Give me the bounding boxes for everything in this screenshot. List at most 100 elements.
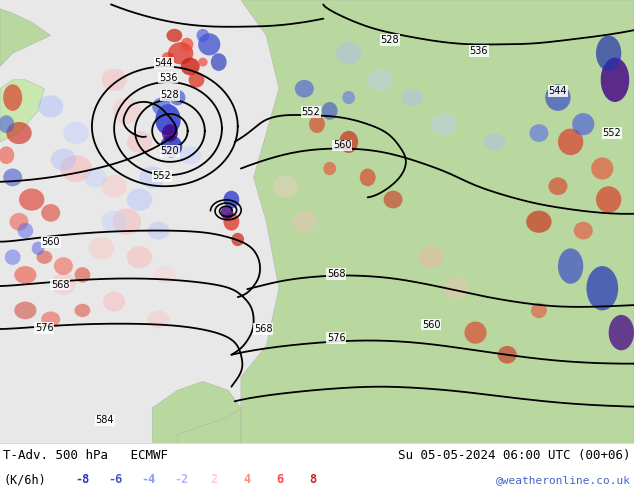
Ellipse shape — [127, 189, 152, 211]
Ellipse shape — [197, 29, 209, 42]
Ellipse shape — [152, 98, 171, 115]
Ellipse shape — [3, 84, 22, 111]
Ellipse shape — [601, 58, 629, 102]
Ellipse shape — [160, 135, 183, 157]
Ellipse shape — [223, 191, 240, 208]
Ellipse shape — [295, 80, 314, 98]
Ellipse shape — [431, 113, 456, 135]
Ellipse shape — [464, 321, 487, 343]
Ellipse shape — [210, 53, 227, 71]
Text: 568: 568 — [327, 269, 346, 279]
Text: 584: 584 — [95, 416, 114, 425]
Ellipse shape — [189, 72, 204, 88]
Ellipse shape — [368, 69, 393, 91]
Text: 2: 2 — [210, 473, 218, 486]
Ellipse shape — [162, 124, 178, 142]
Text: 520: 520 — [160, 146, 179, 156]
Text: 576: 576 — [327, 333, 346, 343]
Text: 576: 576 — [35, 323, 54, 333]
Ellipse shape — [75, 267, 90, 283]
Ellipse shape — [574, 221, 593, 240]
Ellipse shape — [101, 211, 127, 233]
Ellipse shape — [483, 133, 506, 151]
Polygon shape — [178, 408, 241, 443]
Text: 528: 528 — [380, 35, 399, 45]
Ellipse shape — [418, 246, 444, 269]
Text: 8: 8 — [309, 473, 317, 486]
Text: -6: -6 — [108, 473, 122, 486]
Text: Su 05-05-2024 06:00 UTC (00+06): Su 05-05-2024 06:00 UTC (00+06) — [398, 448, 631, 462]
Text: @weatheronline.co.uk: @weatheronline.co.uk — [496, 475, 631, 485]
Ellipse shape — [63, 122, 89, 144]
Ellipse shape — [51, 148, 76, 171]
Ellipse shape — [89, 237, 114, 259]
Ellipse shape — [19, 189, 44, 211]
Ellipse shape — [10, 213, 29, 231]
Ellipse shape — [198, 33, 221, 55]
Ellipse shape — [0, 115, 14, 133]
Polygon shape — [0, 9, 51, 67]
Text: -2: -2 — [174, 473, 188, 486]
Ellipse shape — [321, 102, 337, 120]
Text: -4: -4 — [141, 473, 155, 486]
Ellipse shape — [336, 42, 361, 64]
Ellipse shape — [526, 211, 552, 233]
Ellipse shape — [41, 312, 60, 327]
Ellipse shape — [103, 292, 125, 312]
Text: 528: 528 — [160, 90, 179, 100]
Ellipse shape — [384, 191, 403, 208]
Ellipse shape — [155, 104, 181, 135]
Ellipse shape — [596, 35, 621, 71]
Ellipse shape — [531, 303, 547, 318]
Text: 568: 568 — [51, 280, 70, 290]
Ellipse shape — [168, 42, 193, 64]
Text: 544: 544 — [154, 58, 173, 68]
Ellipse shape — [548, 177, 567, 195]
Ellipse shape — [572, 113, 595, 135]
Text: 552: 552 — [602, 128, 621, 138]
Ellipse shape — [181, 58, 200, 75]
Ellipse shape — [170, 90, 186, 105]
Text: 6: 6 — [276, 473, 284, 486]
Ellipse shape — [596, 186, 621, 213]
Polygon shape — [241, 0, 634, 443]
Ellipse shape — [84, 168, 106, 187]
Ellipse shape — [38, 96, 63, 118]
Ellipse shape — [591, 157, 613, 180]
Ellipse shape — [41, 204, 60, 222]
Ellipse shape — [127, 131, 152, 153]
Ellipse shape — [529, 124, 548, 142]
Ellipse shape — [166, 29, 183, 42]
Ellipse shape — [359, 169, 375, 186]
Text: 560: 560 — [41, 237, 60, 247]
Ellipse shape — [498, 346, 517, 364]
Ellipse shape — [342, 91, 355, 104]
Ellipse shape — [60, 155, 92, 182]
Ellipse shape — [147, 311, 170, 328]
Text: 560: 560 — [422, 319, 441, 330]
Ellipse shape — [0, 147, 14, 164]
Ellipse shape — [147, 221, 170, 240]
Ellipse shape — [54, 257, 73, 275]
Ellipse shape — [113, 98, 141, 124]
Ellipse shape — [14, 266, 36, 284]
Text: -8: -8 — [75, 473, 89, 486]
Text: 552: 552 — [152, 171, 171, 181]
Ellipse shape — [221, 206, 233, 220]
Ellipse shape — [113, 208, 141, 235]
Polygon shape — [152, 381, 241, 443]
Text: T-Adv. 500 hPa   ECMWF: T-Adv. 500 hPa ECMWF — [3, 448, 168, 462]
Text: 536: 536 — [158, 73, 178, 83]
Ellipse shape — [323, 162, 336, 175]
Ellipse shape — [558, 248, 583, 284]
Ellipse shape — [181, 38, 193, 51]
Ellipse shape — [223, 213, 240, 231]
Ellipse shape — [3, 169, 22, 186]
Ellipse shape — [179, 147, 201, 164]
Ellipse shape — [101, 175, 127, 197]
Ellipse shape — [139, 166, 165, 189]
Ellipse shape — [36, 250, 52, 264]
Ellipse shape — [231, 233, 244, 246]
Ellipse shape — [545, 84, 571, 111]
Ellipse shape — [273, 175, 298, 197]
